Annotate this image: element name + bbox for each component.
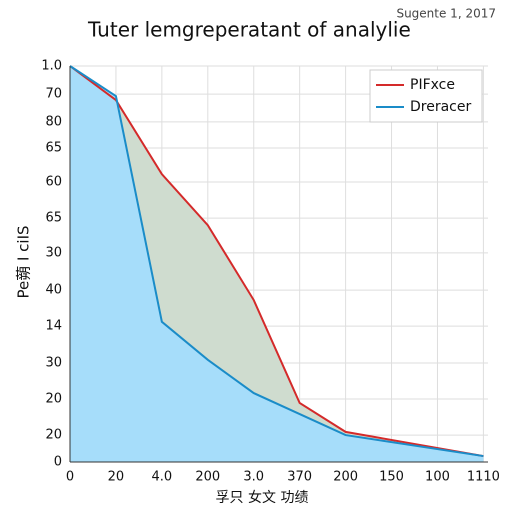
legend-label: Dreracer bbox=[410, 99, 471, 115]
y-axis-label: Pe蒴 I ciIS bbox=[15, 225, 33, 298]
x-tick-label: 150 bbox=[379, 470, 404, 485]
x-tick-label: 4.0 bbox=[152, 470, 173, 485]
chart-subtitle: Sugente 1, 2017 bbox=[396, 7, 496, 21]
x-tick-label: 0 bbox=[66, 470, 74, 485]
x-tick-label: 1110 bbox=[467, 470, 500, 485]
y-tick-label: 70 bbox=[45, 87, 62, 102]
y-tick-label: 20 bbox=[45, 428, 62, 443]
x-tick-label: 3.0 bbox=[243, 470, 264, 485]
y-tick-label: 14 bbox=[45, 319, 62, 334]
y-tick-label: 60 bbox=[45, 175, 62, 190]
chart-title: Tuter lemgreperatant of analylie bbox=[87, 18, 411, 42]
y-tick-label: 65 bbox=[45, 140, 62, 155]
y-tick-label: 65 bbox=[45, 211, 62, 226]
legend-label: PIFxce bbox=[410, 77, 455, 93]
line bbox=[69, 65, 484, 458]
y-tick-label: 1.0 bbox=[41, 59, 62, 74]
x-axis-label: 孚只 女文 功绩 bbox=[216, 489, 309, 506]
x-tick-label: 100 bbox=[425, 470, 450, 485]
x-tick-label: 370 bbox=[287, 470, 312, 485]
y-tick-label: 30 bbox=[45, 245, 62, 260]
y-tick-label: 40 bbox=[45, 283, 62, 298]
line bbox=[69, 65, 484, 458]
y-tick-label: 80 bbox=[45, 114, 62, 129]
y-tick-label: 20 bbox=[45, 392, 62, 407]
y-tick-label: 30 bbox=[45, 356, 62, 371]
y-tick-label: 0 bbox=[54, 455, 62, 470]
area-fill bbox=[70, 66, 484, 462]
x-tick-label: 20 bbox=[108, 470, 125, 485]
x-tick-label: 200 bbox=[195, 470, 220, 485]
legend-box bbox=[369, 69, 483, 123]
x-tick-label: 200 bbox=[333, 470, 358, 485]
